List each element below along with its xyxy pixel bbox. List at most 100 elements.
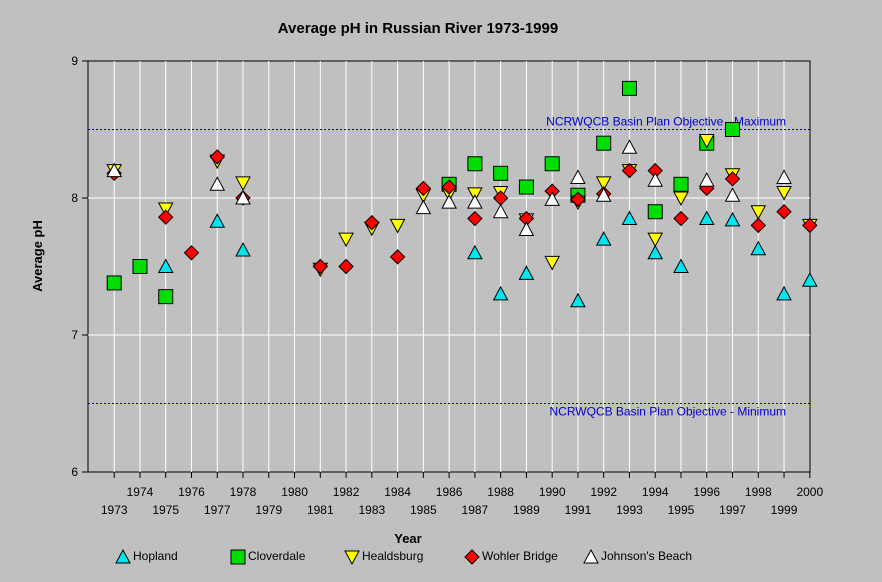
point-johnson-s-beach: [518, 221, 535, 237]
point-healdsburg: [647, 232, 664, 248]
point-hopland: [621, 210, 638, 226]
point-wohler-bridge: [158, 209, 174, 225]
legend-label: Johnson's Beach: [601, 549, 692, 563]
legend-item-johnson-s-beach: Johnson's Beach: [583, 548, 692, 564]
point-wohler-bridge: [467, 210, 483, 227]
x-tick-label: 1994: [642, 485, 669, 499]
point-cloverdale: [493, 165, 509, 181]
x-tick-label: 1973: [101, 503, 128, 517]
point-wohler-bridge: [802, 217, 818, 234]
point-johnson-s-beach: [724, 187, 741, 202]
legend-label: Hopland: [133, 549, 178, 563]
legend-marker-hopland: [115, 548, 131, 564]
point-cloverdale: [132, 259, 148, 274]
x-tick-label: 1985: [410, 503, 437, 517]
x-tick-label: 1988: [487, 485, 514, 499]
x-tick-label: 1983: [358, 503, 385, 517]
point-hopland: [595, 231, 612, 246]
point-healdsburg: [157, 202, 174, 218]
point-healdsburg: [595, 176, 612, 191]
x-tick-label: 1987: [462, 503, 489, 517]
point-hopland: [750, 240, 767, 256]
point-wohler-bridge: [389, 249, 406, 265]
point-healdsburg: [235, 176, 251, 191]
point-cloverdale: [518, 179, 534, 195]
x-tick-label: 1984: [384, 485, 411, 499]
point-wohler-bridge: [209, 149, 225, 165]
point-johnson-s-beach: [209, 176, 226, 191]
reference-line-label: NCRWQCB Basin Plan Objective - Maximum: [546, 115, 786, 129]
reference-lines: NCRWQCB Basin Plan Objective - Maximum NC…: [88, 115, 810, 419]
point-johnson-s-beach: [106, 162, 123, 178]
x-tick-label: 1998: [745, 485, 772, 499]
x-tick-label: 1986: [436, 485, 463, 499]
legend-marker-healdsburg: [344, 550, 360, 566]
point-johnson-s-beach: [441, 194, 457, 209]
point-wohler-bridge: [673, 210, 689, 227]
point-wohler-bridge: [441, 179, 457, 195]
point-hopland: [801, 272, 818, 287]
x-tick-label: 1974: [127, 485, 154, 499]
point-cloverdale: [467, 156, 483, 172]
point-wohler-bridge: [621, 162, 638, 179]
y-tick-label: 9: [71, 54, 78, 68]
point-hopland: [724, 211, 741, 227]
y-tick-label: 7: [71, 328, 78, 342]
legend-item-hopland: Hopland: [115, 548, 178, 564]
x-tick-label: 1980: [281, 485, 308, 499]
point-hopland: [570, 292, 586, 308]
legend-item-healdsburg: Healdsburg: [344, 549, 423, 566]
point-johnson-s-beach: [544, 191, 561, 206]
point-healdsburg: [673, 191, 689, 207]
point-wohler-bridge: [312, 258, 329, 275]
plot-area: NCRWQCB Basin Plan Objective - Maximum NC…: [71, 54, 823, 517]
point-healdsburg: [544, 255, 561, 271]
point-hopland: [235, 242, 251, 257]
x-tick-label: 1982: [333, 485, 360, 499]
x-tick-label: 1991: [565, 503, 592, 517]
x-tick-label: 1989: [513, 503, 540, 517]
x-tick-label: 2000: [796, 485, 823, 499]
point-johnson-s-beach: [235, 189, 251, 205]
point-cloverdale: [647, 204, 663, 220]
point-hopland: [467, 244, 483, 260]
x-tick-label: 1997: [719, 503, 746, 517]
point-hopland: [518, 265, 535, 280]
point-johnson-s-beach: [621, 139, 638, 154]
point-johnson-s-beach: [698, 172, 715, 187]
y-tick-label: 6: [71, 465, 78, 479]
point-wohler-bridge: [776, 203, 792, 220]
point-johnson-s-beach: [467, 194, 483, 209]
point-healdsburg: [338, 232, 354, 248]
point-hopland: [673, 258, 689, 273]
point-wohler-bridge: [338, 258, 354, 275]
point-johnson-s-beach: [492, 203, 509, 219]
point-johnson-s-beach: [595, 187, 612, 202]
legend-item-cloverdale: Cloverdale: [230, 549, 306, 565]
point-wohler-bridge: [415, 180, 432, 197]
axes: 6 7 8 9 1974 1976 1978 1980 1982 1984 1986 1988 1990…: [71, 54, 823, 517]
x-tick-label: 1981: [307, 503, 334, 517]
point-hopland: [157, 258, 174, 273]
point-wohler-bridge: [364, 214, 380, 231]
point-wohler-bridge: [750, 217, 766, 234]
x-tick-label: 1996: [693, 485, 720, 499]
point-healdsburg: [776, 186, 792, 201]
legend-label: Healdsburg: [362, 549, 423, 563]
x-tick-label: 1976: [178, 485, 205, 499]
x-tick-label: 1990: [539, 485, 566, 499]
point-hopland: [209, 213, 226, 228]
point-healdsburg: [389, 218, 406, 234]
point-wohler-bridge: [724, 171, 741, 187]
point-hopland: [492, 285, 509, 301]
point-cloverdale: [158, 289, 174, 305]
x-axis-title: Year: [394, 531, 421, 546]
x-tick-label: 1979: [255, 503, 282, 517]
x-tick-label: 1999: [771, 503, 798, 517]
point-hopland: [776, 285, 792, 301]
x-tick-label: 1975: [152, 503, 179, 517]
point-cloverdale: [621, 80, 637, 96]
point-cloverdale: [673, 176, 689, 192]
point-johnson-s-beach: [776, 169, 792, 184]
